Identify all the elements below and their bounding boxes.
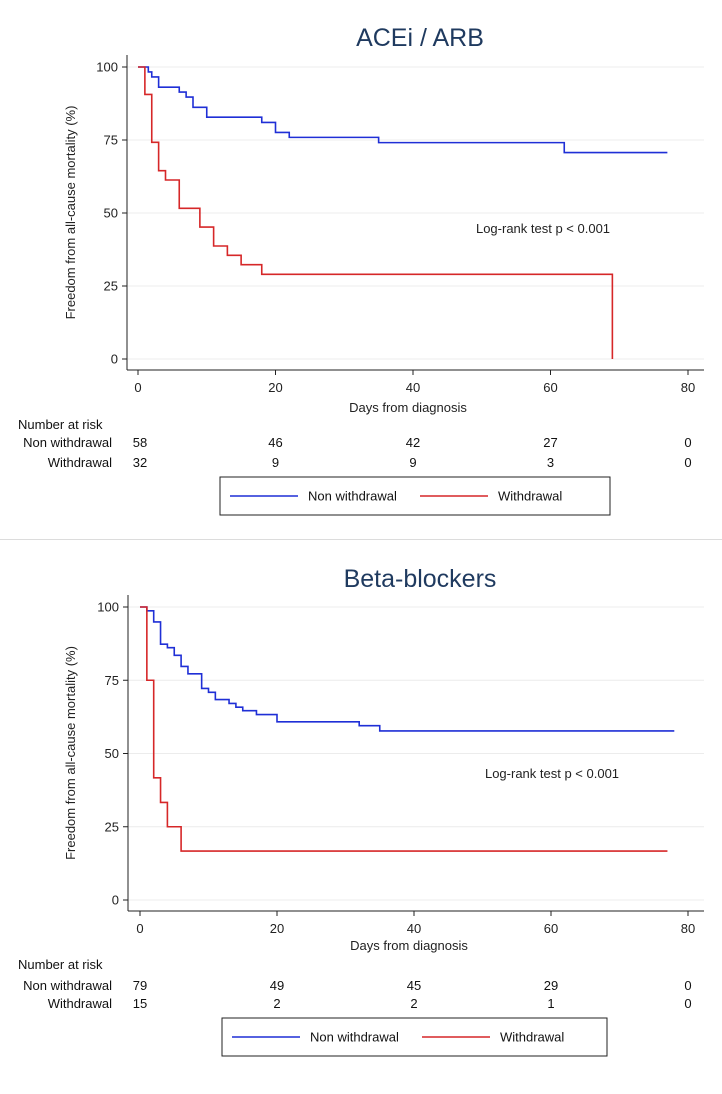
- y-axis-title: Freedom from all-cause mortality (%): [63, 646, 78, 860]
- y-tick-label: 75: [104, 133, 118, 148]
- risk-count: 46: [268, 435, 282, 450]
- x-tick-label: 40: [407, 921, 421, 936]
- x-axis-title: Days from diagnosis: [349, 400, 467, 415]
- risk-count: 29: [544, 978, 558, 993]
- y-tick-label: 100: [97, 600, 119, 615]
- x-tick-label: 20: [268, 380, 282, 395]
- km-panel-acei-arb: ACEi / ARB 0 25 50 75 100 0 20 40 60 80 Days from d…: [0, 0, 722, 540]
- risk-count: 9: [272, 455, 279, 470]
- x-tick-label: 80: [681, 380, 695, 395]
- legend-label: Withdrawal: [498, 489, 562, 504]
- risk-count: 49: [270, 978, 284, 993]
- chart-title: Beta-blockers: [344, 565, 497, 593]
- risk-count: 58: [133, 435, 147, 450]
- legend-label: Non withdrawal: [308, 489, 397, 504]
- risk-table-header: Number at risk: [18, 957, 103, 972]
- risk-count: 1: [547, 996, 554, 1011]
- x-tick-label: 60: [544, 921, 558, 936]
- risk-count: 0: [684, 978, 691, 993]
- y-tick-label: 25: [105, 819, 119, 834]
- y-tick-label: 100: [96, 60, 118, 75]
- legend-label: Non withdrawal: [310, 1030, 399, 1045]
- km-curve-withdrawal: [140, 606, 668, 852]
- risk-count: 27: [543, 435, 557, 450]
- risk-count: 42: [406, 435, 420, 450]
- km-panel-beta-blockers: Beta-blockers 0 25 50 75 100 0 20 40 60 80 Days fro…: [0, 541, 722, 1094]
- y-tick-label: 75: [105, 673, 119, 688]
- chart-title: ACEi / ARB: [356, 24, 484, 52]
- risk-count: 32: [133, 455, 147, 470]
- x-tick-label: 20: [270, 921, 284, 936]
- x-tick-label: 80: [681, 921, 695, 936]
- risk-count: 3: [547, 455, 554, 470]
- risk-count: 2: [273, 996, 280, 1011]
- risk-count: 2: [410, 996, 417, 1011]
- y-tick-label: 25: [104, 279, 118, 294]
- risk-count: 45: [407, 978, 421, 993]
- y-tick-label: 50: [104, 206, 118, 221]
- y-tick-label: 0: [112, 893, 119, 908]
- legend-label: Withdrawal: [500, 1030, 564, 1045]
- risk-count: 9: [409, 455, 416, 470]
- x-axis-title: Days from diagnosis: [350, 938, 468, 953]
- log-rank-annotation: Log-rank test p < 0.001: [485, 766, 619, 781]
- risk-row-label: Non withdrawal: [23, 978, 112, 993]
- y-tick-label: 50: [105, 746, 119, 761]
- x-tick-label: 40: [406, 380, 420, 395]
- risk-count: 0: [684, 455, 691, 470]
- x-tick-label: 60: [543, 380, 557, 395]
- panel-divider: [0, 539, 722, 540]
- km-chart-acei-arb: ACEi / ARB 0 25 50 75 100 0 20 40 60 80 Days from d…: [18, 24, 704, 516]
- risk-row-label: Withdrawal: [48, 455, 112, 470]
- risk-count: 15: [133, 996, 147, 1011]
- y-tick-label: 0: [111, 352, 118, 367]
- y-axis-title: Freedom from all-cause mortality (%): [63, 106, 78, 320]
- x-tick-label: 0: [136, 921, 143, 936]
- km-curve-withdrawal: [138, 66, 614, 359]
- log-rank-annotation: Log-rank test p < 0.001: [476, 221, 610, 236]
- risk-row-label: Non withdrawal: [23, 435, 112, 450]
- x-tick-label: 0: [134, 380, 141, 395]
- risk-row-label: Withdrawal: [48, 996, 112, 1011]
- risk-table-header: Number at risk: [18, 417, 103, 432]
- km-curve-non-withdrawal: [140, 606, 675, 732]
- km-curve-non-withdrawal: [138, 66, 668, 154]
- risk-count: 0: [684, 435, 691, 450]
- risk-count: 79: [133, 978, 147, 993]
- risk-count: 0: [684, 996, 691, 1011]
